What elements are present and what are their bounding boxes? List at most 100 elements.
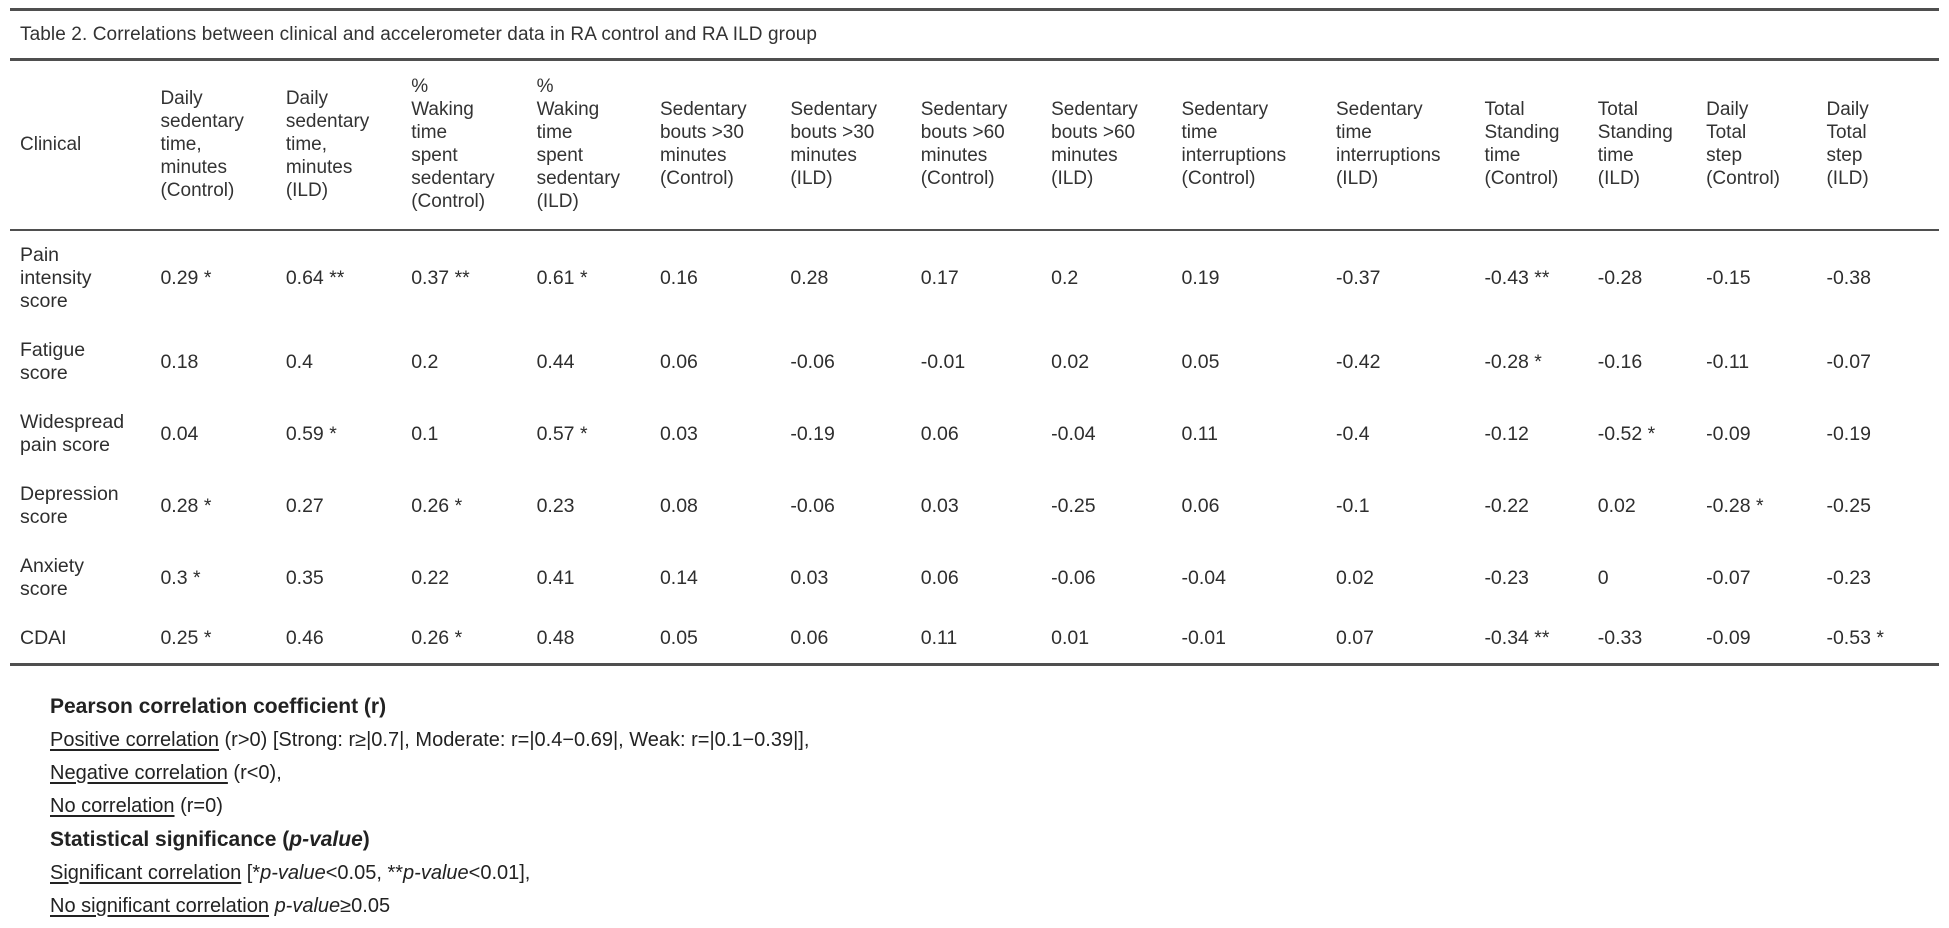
correlation-value-cell: 0.03 — [790, 566, 829, 589]
correlation-value-cell: -0.07 — [1826, 350, 1871, 373]
footnote-segment: Positive correlation — [50, 729, 219, 751]
correlation-value-cell: 0.1 — [411, 422, 439, 445]
column-header: Sedentary bouts >60 minutes (ILD) — [1049, 59, 1180, 231]
correlation-value-cell: -0.15 — [1706, 267, 1751, 289]
correlation-value-cell: 0.28 — [790, 267, 829, 289]
correlation-value-cell: -0.53 * — [1826, 627, 1884, 649]
table-row: Depression score 0.28 * 0.27 0.26 * 0.23 0.08… — [10, 470, 1939, 542]
correlation-value-cell: 0.11 — [1181, 422, 1219, 445]
footnote-line: Pearson correlation coefficient (r) — [50, 690, 1939, 724]
footnote-segment: ≥0.05 — [340, 895, 391, 917]
correlation-value-cell: -0.34 ** — [1484, 627, 1550, 649]
footnote-segment: <0.01], — [468, 862, 531, 884]
footnote-segment: <0.05, ** — [325, 862, 404, 884]
correlation-value-cell: 0.3 * — [160, 566, 201, 589]
correlation-value-cell: -0.09 — [1706, 422, 1751, 445]
column-header: Sedentary time interruptions (ILD) — [1333, 59, 1483, 231]
correlation-value-cell: 0.06 — [790, 627, 829, 649]
table-row: Fatigue score 0.18 0.4 0.2 0.44 0.06 -0.06 -0.0… — [10, 326, 1939, 398]
correlation-value-cell: -0.06 — [1051, 566, 1096, 589]
footnote-line: No significant correlation p-value≥0.05 — [50, 890, 1939, 923]
correlation-value-cell: -0.22 — [1484, 494, 1529, 517]
correlation-value-cell: 0.03 — [920, 494, 959, 517]
correlation-value-cell: 0.07 — [1335, 627, 1374, 649]
table-row: Anxiety score 0.3 * 0.35 0.22 0.41 0.14 0.03 0.… — [10, 542, 1939, 614]
footnote-line: Significant correlation [* p-value<0.05, … — [50, 857, 1939, 890]
correlation-value-cell: -0.04 — [1181, 566, 1226, 589]
table-row: Pain intensity score 0.29 * 0.64 ** 0.37 **… — [10, 230, 1939, 326]
correlation-value-cell: 0.2 — [411, 350, 439, 373]
footnote-segment: [* — [241, 862, 261, 884]
corner-header-clinical: Clinical — [10, 59, 159, 231]
correlation-value-cell: 0.16 — [659, 267, 698, 289]
column-header: Sedentary bouts >30 minutes (Control) — [657, 59, 789, 231]
correlation-value-cell: -0.25 — [1051, 494, 1096, 517]
correlation-value-cell: -0.11 — [1706, 350, 1750, 373]
correlation-value-cell: -0.23 — [1484, 566, 1529, 589]
correlation-value-cell: -0.38 — [1826, 267, 1871, 289]
correlation-value-cell: 0.35 — [285, 566, 324, 589]
correlation-value-cell: -0.01 — [1181, 627, 1226, 649]
correlation-value-cell: 0.02 — [1335, 566, 1374, 589]
table-header-row: Clinical Daily sedentary time, minutes (C… — [10, 59, 1939, 231]
column-header: Sedentary bouts >30 minutes (ILD) — [788, 59, 919, 231]
correlation-value-cell: 0.05 — [1181, 350, 1220, 373]
correlation-value-cell: 0.27 — [285, 494, 324, 517]
correlation-value-cell: 0.05 — [659, 627, 698, 649]
correlation-value-cell: 0.17 — [920, 267, 959, 289]
correlation-value-cell: 0.11 — [920, 627, 958, 649]
table-header: Clinical Daily sedentary time, minutes (C… — [10, 59, 1939, 231]
correlation-value-cell: 0.48 — [536, 627, 575, 649]
correlation-value-cell: -0.01 — [920, 350, 966, 373]
correlation-value-cell: 0.02 — [1597, 494, 1636, 517]
footnote-line: Statistical significance (p-value) — [50, 823, 1939, 857]
correlation-value-cell: 0.25 * — [160, 627, 212, 649]
correlation-value-cell: -0.37 — [1335, 267, 1381, 289]
correlation-value-cell: 0.64 ** — [285, 267, 345, 289]
footnote-segment: Significant correlation — [50, 862, 242, 884]
correlation-value-cell: 0.57 * — [536, 422, 588, 445]
correlation-value-cell: 0.02 — [1051, 350, 1090, 373]
table-row: CDAI 0.25 * 0.46 0.26 * 0.48 0.05 0.06 0.11 0.01… — [10, 614, 1939, 665]
row-label: CDAI — [20, 627, 67, 649]
correlation-value-cell: 0.41 — [536, 566, 575, 589]
correlation-value-cell: -0.19 — [790, 422, 835, 445]
correlation-value-cell: 0.22 — [411, 566, 450, 589]
correlation-value-cell: 0.29 * — [160, 267, 212, 289]
correlation-value-cell: 0.01 — [1051, 627, 1090, 649]
footnote-segment: ) — [362, 828, 370, 851]
top-rule-divider — [10, 8, 1939, 11]
correlation-value-cell: -0.16 — [1597, 350, 1643, 373]
footnote-segment: No significant correlation — [50, 895, 269, 917]
correlation-value-cell: -0.43 ** — [1484, 267, 1550, 289]
correlation-value-cell: 0.14 — [659, 566, 698, 589]
correlation-value-cell: 0.46 — [285, 627, 324, 649]
column-header: Daily sedentary time, minutes (ILD) — [283, 59, 410, 231]
correlation-value-cell: 0.2 — [1051, 267, 1079, 289]
correlation-value-cell: -0.25 — [1826, 494, 1871, 517]
correlation-value-cell: -0.28 — [1597, 267, 1643, 289]
correlation-value-cell: -0.19 — [1826, 422, 1871, 445]
correlation-value-cell: -0.52 * — [1597, 422, 1656, 445]
correlation-value-cell: 0.06 — [659, 350, 698, 373]
footnote-segment: p-value — [403, 862, 469, 884]
correlation-value-cell: -0.06 — [790, 350, 835, 373]
correlation-table: Clinical Daily sedentary time, minutes (C… — [10, 58, 1939, 666]
column-header: Daily Total step (Control) — [1704, 59, 1825, 231]
column-header: Sedentary time interruptions (Control) — [1179, 59, 1334, 231]
correlation-value-cell: 0.23 — [536, 494, 575, 517]
footnote-line: Positive correlation (r>0) [Strong: r≥|0… — [50, 724, 1939, 757]
correlation-value-cell: 0.18 — [160, 350, 199, 373]
footnote-line: No correlation (r=0) — [50, 790, 1939, 823]
row-label: Fatigue score — [20, 339, 86, 384]
correlation-value-cell: 0.19 — [1181, 267, 1220, 289]
column-header: Daily Total step (ILD) — [1824, 59, 1939, 231]
column-header: Total Standing time (ILD) — [1595, 59, 1705, 231]
correlation-value-cell: 0.59 * — [285, 422, 337, 445]
correlation-value-cell: 0 — [1597, 566, 1609, 589]
column-header: Daily sedentary time, minutes (Control) — [158, 59, 284, 231]
correlation-value-cell: -0.1 — [1335, 494, 1370, 517]
correlation-value-cell: 0.03 — [659, 422, 698, 445]
correlation-value-cell: -0.04 — [1051, 422, 1096, 445]
